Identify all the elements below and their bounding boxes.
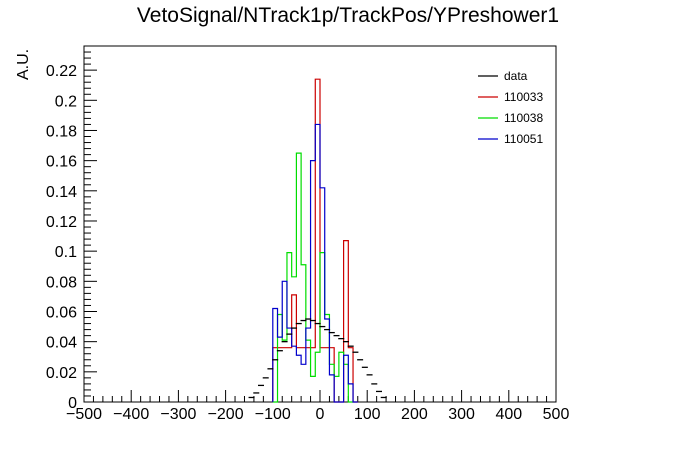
y-tick-label: 0 [68,395,77,412]
x-tick-label: −300 [160,406,196,423]
y-tick-label: 0.04 [46,335,77,352]
series-110033 [272,78,358,403]
x-tick-label: −200 [208,406,244,423]
x-tick-label: 400 [495,406,522,423]
histogram-step-line [272,78,358,403]
x-tick-label: 500 [543,406,570,423]
chart-title: VetoSignal/NTrack1p/TrackPos/YPreshower1 [137,4,559,27]
x-tick-label: 0 [316,406,325,423]
y-tick-label: 0.02 [46,365,77,382]
histogram-step-line [272,123,358,403]
y-tick-label: 0.08 [46,274,77,291]
y-tick-label: 0.18 [46,123,77,140]
y-tick-label: 0.06 [46,304,77,321]
legend-label: 110038 [504,111,543,125]
legend-label: 110033 [504,90,543,104]
series-data [248,318,387,399]
x-tick-label: 200 [401,406,428,423]
y-axis-title: A.U. [15,49,32,80]
y-tick-label: 0.2 [55,93,77,110]
y-tick-label: 0.14 [46,184,77,201]
x-tick-label: −400 [113,406,149,423]
x-tick-label: 100 [354,406,381,423]
x-tick-label: 300 [448,406,475,423]
legend: data 110033 110038 110051 [478,69,543,146]
plot-area: −500 −400 −300 −200 −100 0 100 200 300 400 500 0 0.0… [46,45,570,423]
series-110051 [272,123,358,403]
y-tick-label: 0.12 [46,214,77,231]
y-tick-label: 0.22 [46,63,77,80]
x-tick-label: −100 [255,406,291,423]
legend-label: 110051 [504,132,543,146]
x-tick-label: −500 [66,406,102,423]
legend-label: data [504,69,528,83]
y-tick-label: 0.16 [46,154,77,171]
y-tick-label: 0.1 [55,244,77,261]
